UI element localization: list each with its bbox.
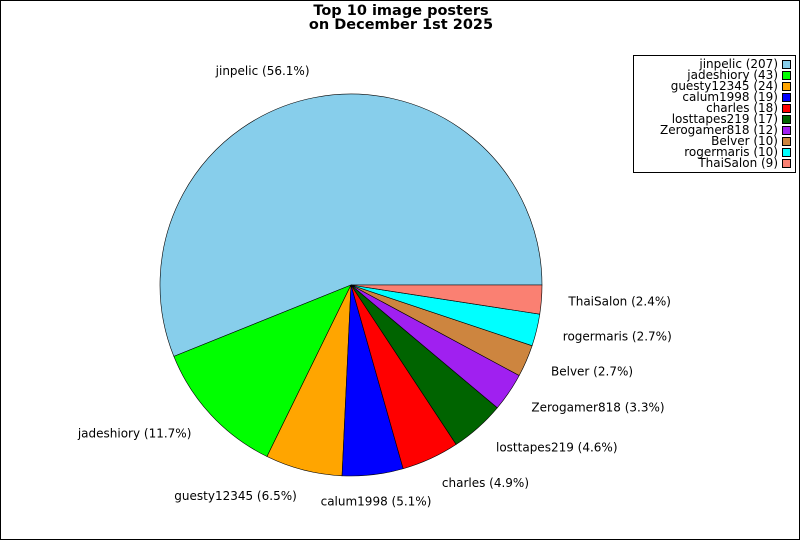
chart-title: Top 10 image posters on December 1st 202… [1, 3, 800, 33]
chart-title-line-2: on December 1st 2025 [308, 17, 494, 33]
chart-title-line-1: Top 10 image posters [313, 3, 489, 19]
legend-label: ThaiSalon (9) [698, 156, 778, 170]
pie-label-calum1998: calum1998 (5.1%) [321, 495, 432, 509]
legend-item-rogermaris: rogermaris (10) [634, 145, 795, 159]
legend-label: guesty12345 (24) [670, 79, 778, 93]
legend-item-Zerogamer818: Zerogamer818 (12) [634, 123, 795, 137]
legend-item-ThaiSalon: ThaiSalon (9) [634, 156, 795, 170]
legend-label: jadeshiory (43) [687, 68, 778, 82]
legend-item-guesty12345: guesty12345 (24) [634, 79, 795, 93]
legend-label: charles (18) [706, 101, 778, 115]
legend-label: Zerogamer818 (12) [660, 123, 778, 137]
legend-swatch [782, 115, 791, 124]
pie-slice-ThaiSalon [350, 284, 543, 315]
legend-swatch [782, 126, 791, 135]
legend-swatch [782, 82, 791, 91]
pie-label-charles: charles (4.9%) [442, 476, 529, 490]
legend-item-losttapes219: losttapes219 (17) [634, 112, 795, 126]
legend-item-jadeshiory: jadeshiory (43) [634, 68, 795, 82]
legend: jinpelic (207) jadeshiory (43) guesty12345… [633, 55, 796, 173]
legend-item-jinpelic: jinpelic (207) [634, 57, 795, 71]
pie-label-rogermaris: rogermaris (2.7%) [563, 330, 672, 344]
pie-label-Zerogamer818: Zerogamer818 (3.3%) [531, 400, 664, 414]
legend-label: losttapes219 (17) [671, 112, 778, 126]
legend-item-Belver: Belver (10) [634, 134, 795, 148]
legend-swatch [782, 93, 791, 102]
pie-label-ThaiSalon: ThaiSalon (2.4%) [567, 295, 671, 309]
legend-swatch [782, 60, 791, 69]
pie-label-jadeshiory: jadeshiory (11.7%) [77, 427, 192, 441]
legend-swatch [782, 159, 791, 168]
legend-swatch [782, 71, 791, 80]
legend-label: calum1998 (19) [682, 90, 778, 104]
legend-item-calum1998: calum1998 (19) [634, 90, 795, 104]
legend-swatch [782, 104, 791, 113]
pie-label-losttapes219: losttapes219 (4.6%) [496, 441, 618, 455]
pie-label-guesty12345: guesty12345 (6.5%) [174, 489, 297, 503]
legend-label: jinpelic (207) [699, 57, 778, 71]
legend-label: Belver (10) [711, 134, 778, 148]
pie-slice-jadeshiory [173, 284, 352, 457]
legend-swatch [782, 137, 791, 146]
pie-label-jinpelic: jinpelic (56.1%) [215, 64, 310, 78]
legend-item-charles: charles (18) [634, 101, 795, 115]
pie-slice-jinpelic [159, 93, 543, 357]
pie-label-Belver: Belver (2.7%) [551, 365, 633, 379]
legend-label: rogermaris (10) [684, 145, 778, 159]
legend-swatch [782, 148, 791, 157]
